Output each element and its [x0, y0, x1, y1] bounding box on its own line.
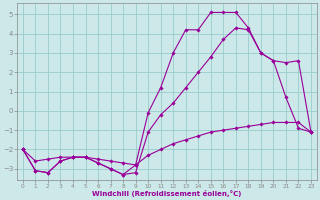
X-axis label: Windchill (Refroidissement éolien,°C): Windchill (Refroidissement éolien,°C) — [92, 190, 242, 197]
